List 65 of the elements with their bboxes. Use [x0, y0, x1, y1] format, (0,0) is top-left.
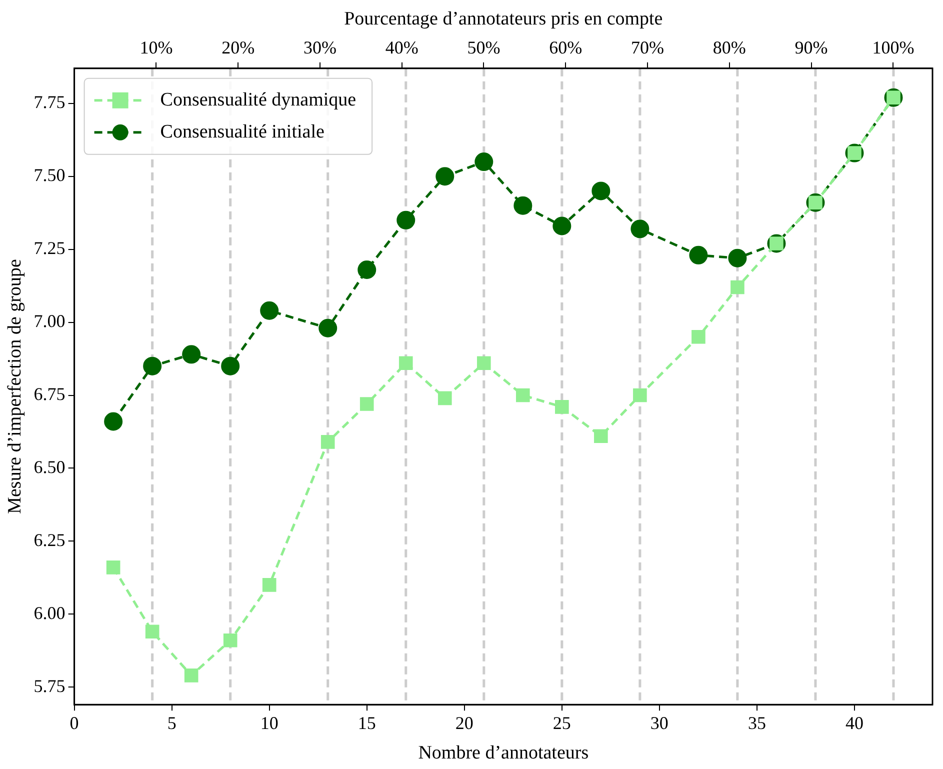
x-tick-label: 20 — [455, 713, 474, 734]
y-tick-label: 6.50 — [34, 456, 66, 477]
point — [555, 400, 569, 414]
x2-axis-title: Pourcentage d’annotateurs pris en compte — [344, 8, 663, 30]
x2-tick-label: 20% — [222, 37, 255, 58]
x-tick-label: 5 — [167, 713, 176, 734]
y-tick-label: 6.25 — [34, 530, 66, 550]
point — [223, 633, 238, 648]
y-tick-label: 7.75 — [34, 92, 66, 112]
point — [318, 318, 338, 338]
y-tick-label: 7.50 — [34, 165, 66, 186]
y-axis-title: Mesure d’imperfection de groupe — [4, 259, 26, 514]
x-tick-label: 25 — [552, 713, 571, 734]
point — [184, 668, 198, 682]
point — [730, 280, 744, 294]
point — [104, 412, 123, 431]
y-tick-label: 6.00 — [34, 602, 66, 623]
x2-tick-label: 60% — [549, 37, 582, 58]
x2-tick-label: 10% — [140, 37, 173, 58]
legend-label: Consensualité dynamique — [160, 89, 356, 110]
point — [436, 167, 454, 186]
point — [182, 345, 201, 364]
y-tick-label: 7.25 — [34, 238, 66, 258]
x2-tick-label: 90% — [794, 37, 828, 58]
point — [106, 560, 120, 574]
point — [143, 356, 162, 376]
point — [689, 246, 708, 264]
x-tick-label: 15 — [358, 713, 376, 734]
y-tick-label: 5.75 — [34, 676, 66, 696]
point — [514, 196, 532, 215]
point — [594, 429, 608, 444]
x2-tick-label: 50% — [467, 37, 500, 58]
point — [360, 397, 374, 411]
point — [630, 220, 650, 238]
point — [592, 182, 610, 200]
point — [516, 388, 530, 402]
x-tick-label: 10 — [260, 713, 278, 734]
point — [398, 356, 413, 370]
point — [396, 210, 416, 230]
point — [145, 624, 160, 639]
x-axis-title: Nombre d’annotateurs — [418, 742, 589, 764]
point — [692, 330, 706, 344]
x2-tick-label: 100% — [872, 37, 914, 58]
point — [260, 301, 279, 320]
x2-tick-label: 70% — [631, 37, 664, 58]
point — [633, 388, 647, 402]
x-tick-label: 40 — [845, 713, 864, 734]
y-tick-label: 7.00 — [34, 311, 66, 332]
y-tick-label: 6.75 — [34, 384, 66, 404]
x2-tick-label: 80% — [712, 37, 746, 58]
legend-label: Consensualité initiale — [160, 121, 324, 142]
x-tick-label: 0 — [70, 713, 79, 734]
point — [438, 391, 452, 406]
point — [320, 435, 335, 449]
x-tick-label: 30 — [650, 713, 668, 734]
point — [728, 248, 747, 268]
point — [262, 578, 276, 592]
point — [474, 152, 494, 172]
x-tick-label: 35 — [748, 713, 766, 734]
x2-tick-label: 30% — [303, 37, 336, 58]
x2-tick-label: 40% — [385, 37, 418, 58]
point — [221, 356, 240, 376]
point — [552, 216, 572, 236]
point — [358, 260, 376, 280]
point — [476, 356, 491, 370]
